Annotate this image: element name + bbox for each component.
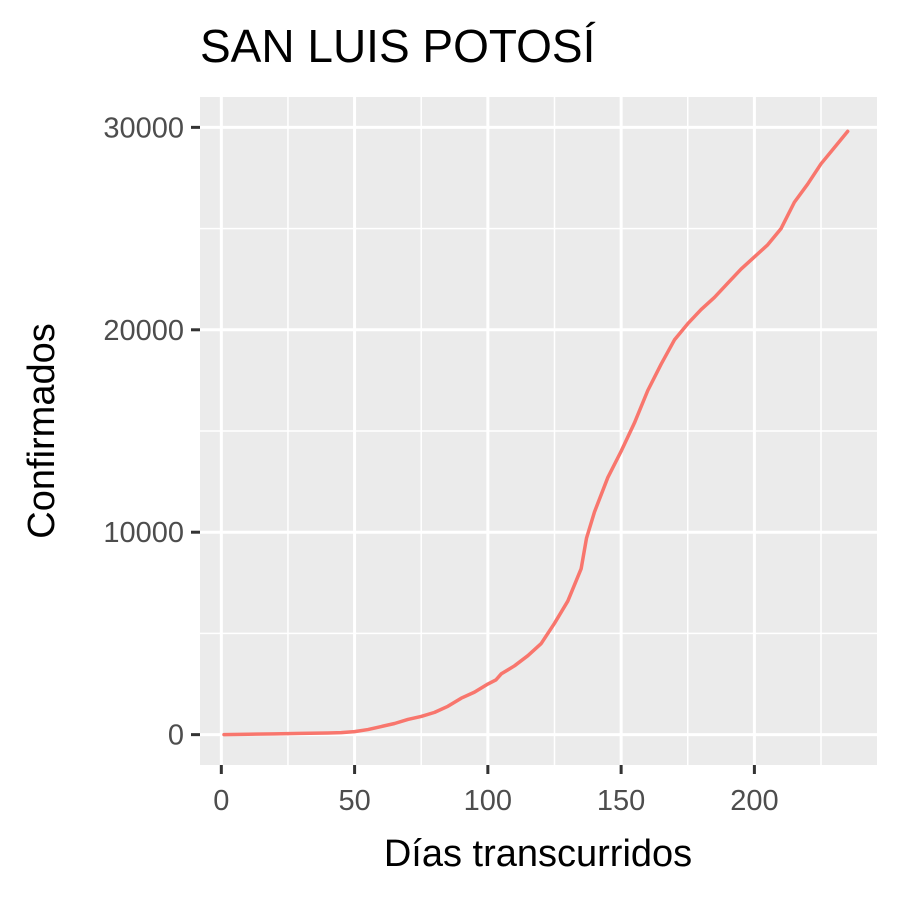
series-lines (222, 129, 850, 737)
x-tick-label: 0 (213, 785, 229, 817)
x-tick-labels: 0 50 100 150 200 (213, 785, 778, 817)
x-tick-label: 100 (464, 785, 512, 817)
y-tick-labels: 0 10000 20000 30000 (103, 112, 184, 751)
y-axis-title: Confirmados (21, 323, 63, 538)
x-tick-label: 50 (338, 785, 370, 817)
y-tick-label: 30000 (103, 112, 184, 144)
grid-lines (200, 97, 877, 765)
y-tick-label: 10000 (103, 517, 184, 549)
x-tick-label: 150 (597, 785, 645, 817)
chart-title: SAN LUIS POTOSÍ (200, 20, 596, 72)
axis-ticks (191, 125, 756, 774)
series-line (222, 129, 850, 737)
x-axis-title: Días transcurridos (384, 833, 692, 875)
y-tick-label: 20000 (103, 315, 184, 347)
x-tick-label: 200 (730, 785, 778, 817)
y-tick-label: 0 (168, 720, 184, 752)
